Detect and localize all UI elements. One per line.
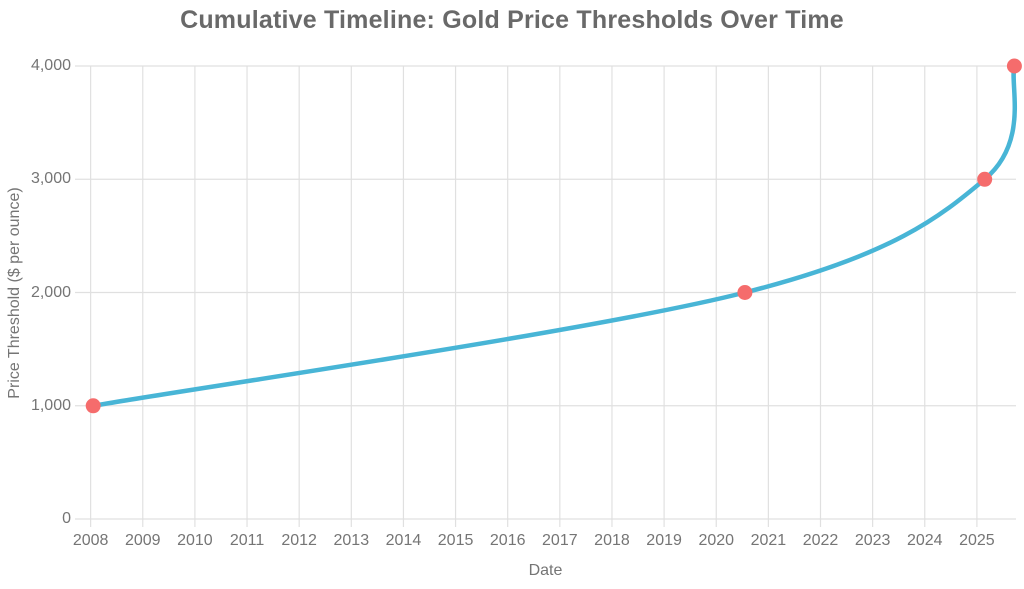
chart-title: Cumulative Timeline: Gold Price Threshol… bbox=[180, 6, 844, 34]
price-threshold-line bbox=[90, 63, 1018, 409]
data-point[interactable] bbox=[737, 285, 753, 300]
data-point[interactable] bbox=[85, 398, 101, 414]
data-point[interactable] bbox=[977, 171, 993, 187]
data-point[interactable] bbox=[1006, 58, 1022, 74]
